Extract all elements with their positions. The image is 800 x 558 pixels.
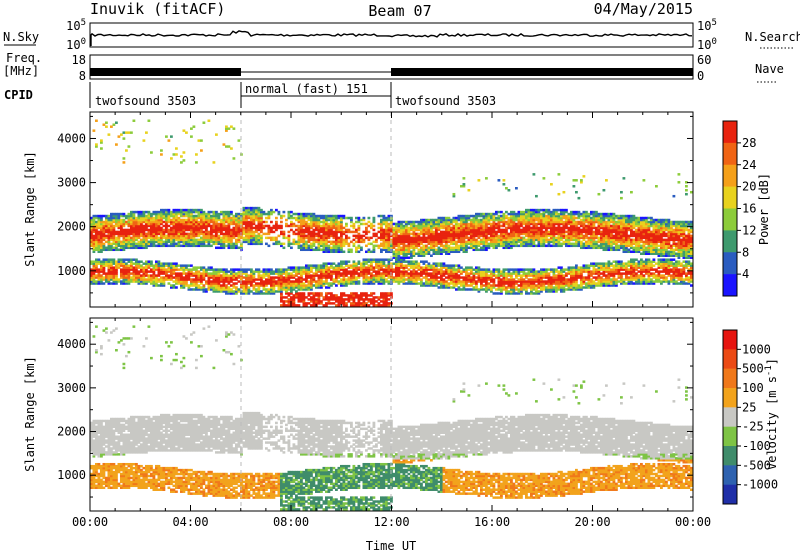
freq-lo: 8 <box>79 69 86 83</box>
x-tick-label: 00:00 <box>675 515 711 529</box>
freq-label: Freq. <box>6 51 42 65</box>
nave-label: Nave <box>755 62 784 76</box>
colorbar-swatch <box>723 274 737 296</box>
y-tick-label: 2000 <box>57 220 86 234</box>
y-tick-label: 1000 <box>57 264 86 278</box>
colorbar-swatch <box>723 427 737 447</box>
colorbar-tick-label: 4 <box>742 267 749 281</box>
colorbar-swatch <box>723 407 737 427</box>
nsearch-hi: 105 <box>697 18 717 33</box>
colorbar-tick-label: 100 <box>742 381 764 395</box>
x-tick-label: 00:00 <box>72 515 108 529</box>
x-tick-label: 04:00 <box>172 515 208 529</box>
colorbar-swatch <box>723 465 737 485</box>
colorbar-swatch <box>723 446 737 466</box>
station-title: Inuvik (fitACF) <box>90 0 225 18</box>
y-tick-label: 3000 <box>57 381 86 395</box>
x-tick-label: 08:00 <box>273 515 309 529</box>
colorbar-swatch <box>723 252 737 274</box>
beam-title: Beam 07 <box>368 2 431 20</box>
nsky-lo: 100 <box>66 37 86 52</box>
x-tick-label: 16:00 <box>474 515 510 529</box>
velocity-cbar-label: Velocity [m s-1] <box>764 358 779 470</box>
power-ylabel: Slant Range [km] <box>23 151 37 267</box>
velocity-heatmap <box>90 325 695 510</box>
power-heatmap <box>90 120 695 307</box>
colorbar-swatch <box>723 485 737 505</box>
nsky-hi: 105 <box>66 18 86 33</box>
colorbar-tick-label: -25 <box>742 420 764 434</box>
power-colorbar: 28 24 20 16 12 8 4 <box>723 121 756 296</box>
nave-lo: 0 <box>697 69 704 83</box>
colorbar-tick-label: 12 <box>742 223 756 237</box>
freq-bar-3 <box>391 68 693 76</box>
power-cbar-label: Power [dB] <box>757 173 771 245</box>
x-tick-label: 12:00 <box>373 515 409 529</box>
y-tick-label: 4000 <box>57 131 86 145</box>
y-tick-label: 3000 <box>57 176 86 190</box>
colorbar-swatch <box>723 209 737 231</box>
y-tick-label: 4000 <box>57 337 86 351</box>
colorbar-swatch <box>723 349 737 369</box>
mode-label-2: normal (fast) 151 <box>245 82 368 96</box>
colorbar-tick-label: 8 <box>742 245 749 259</box>
nsearch-lo: 100 <box>697 37 717 52</box>
nsearch-label: N.Search <box>745 30 800 44</box>
nsky-trace <box>91 31 692 46</box>
colorbar-swatch <box>723 230 737 252</box>
velocity-ylabel: Slant Range [km] <box>23 356 37 472</box>
colorbar-tick-label: 25 <box>742 400 756 414</box>
x-tick-label: 20:00 <box>574 515 610 529</box>
x-axis-label: Time UT <box>366 539 417 553</box>
freq-unit: [MHz] <box>3 64 39 78</box>
cpid-label: CPID <box>4 88 33 102</box>
colorbar-swatch <box>723 369 737 389</box>
colorbar-swatch <box>723 165 737 187</box>
colorbar-tick-label: 1000 <box>742 342 771 356</box>
nsky-label: N.Sky <box>3 30 39 44</box>
colorbar-tick-label: 16 <box>742 202 756 216</box>
colorbar-swatch <box>723 388 737 408</box>
mode-label-3: twofsound 3503 <box>395 94 496 108</box>
colorbar-tick-label: -1000 <box>742 478 778 492</box>
date-title: 04/May/2015 <box>594 0 693 18</box>
colorbar-tick-label: 500 <box>742 362 764 376</box>
colorbar-swatch <box>723 143 737 165</box>
colorbar-swatch <box>723 330 737 350</box>
mode-label-1: twofsound 3503 <box>95 94 196 108</box>
nave-hi: 60 <box>697 53 711 67</box>
y-tick-label: 1000 <box>57 468 86 482</box>
colorbar-tick-label: 24 <box>742 158 756 172</box>
colorbar-tick-label: 20 <box>742 180 756 194</box>
freq-hi: 18 <box>72 53 86 67</box>
colorbar-swatch <box>723 121 737 143</box>
colorbar-tick-label: 28 <box>742 136 756 150</box>
y-tick-label: 2000 <box>57 425 86 439</box>
colorbar-swatch <box>723 187 737 209</box>
freq-bar-1 <box>90 68 241 76</box>
